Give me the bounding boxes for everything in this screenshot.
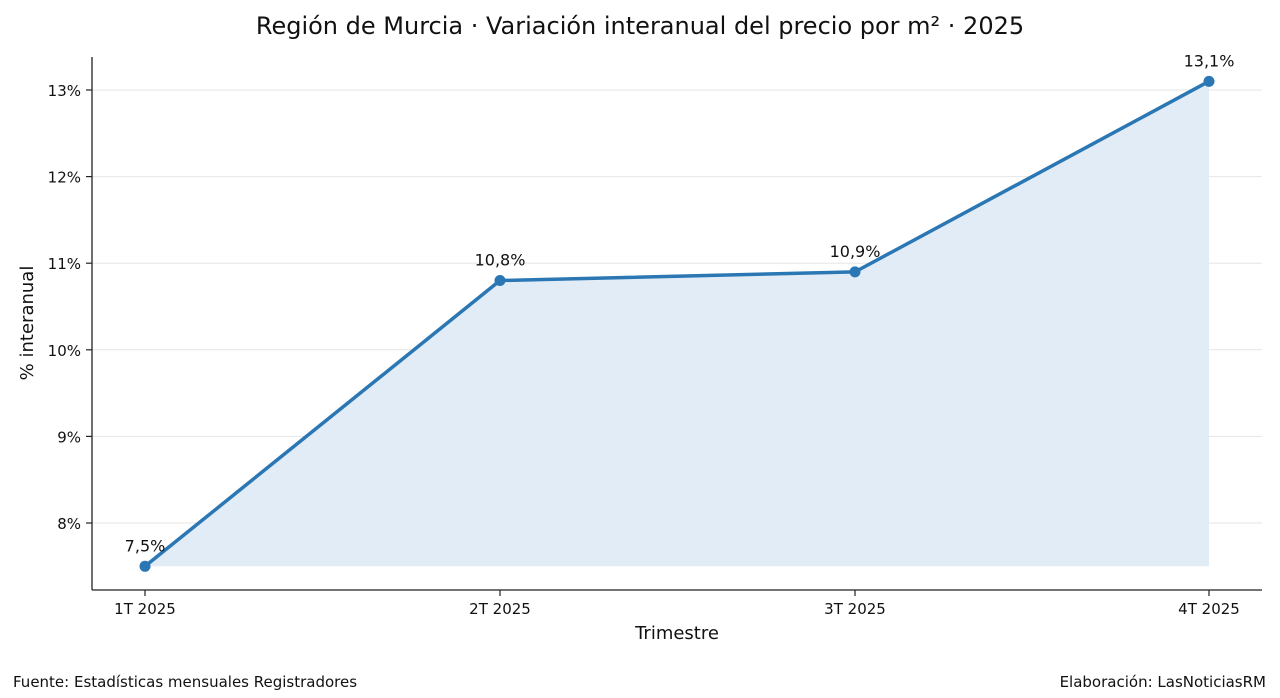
data-line [143,79,1210,568]
x-tick-label: 2T 2025 [469,600,531,618]
data-point [494,275,506,287]
y-tick-label: 13% [48,82,81,100]
data-point [1203,75,1215,87]
data-label: 13,1% [1184,51,1235,70]
credit-note: Elaboración: LasNoticiasRM [1059,673,1266,691]
data-label: 10,8% [475,251,526,270]
x-axis-ticks: 1T 2025 2T 2025 3T 2025 4T 2025 [114,590,1240,618]
y-tick-label: 11% [48,255,81,273]
y-tick-label: 9% [57,428,81,446]
y-axis-label: % interanual [17,266,38,381]
area-fill [145,81,1209,567]
x-tick-label: 4T 2025 [1178,600,1240,618]
data-label: 10,9% [830,242,881,261]
y-tick-label: 10% [48,342,81,360]
x-tick-label: 1T 2025 [114,600,176,618]
x-axis-label: Trimestre [634,623,719,644]
y-axis-ticks: 8% 9% 10% 11% 12% 13% [48,82,92,533]
data-label: 7,5% [125,536,166,555]
data-point [139,560,151,572]
y-tick-label: 12% [48,169,81,187]
chart-title: Región de Murcia · Variación interanual … [255,12,1025,40]
data-points [139,75,1215,572]
data-point [849,266,861,278]
x-tick-label: 3T 2025 [824,600,886,618]
y-tick-label: 8% [57,515,81,533]
data-labels: 7,5% 10,8% 10,9% 13,1% [125,51,1235,555]
source-note: Fuente: Estadísticas mensuales Registrad… [13,673,358,691]
